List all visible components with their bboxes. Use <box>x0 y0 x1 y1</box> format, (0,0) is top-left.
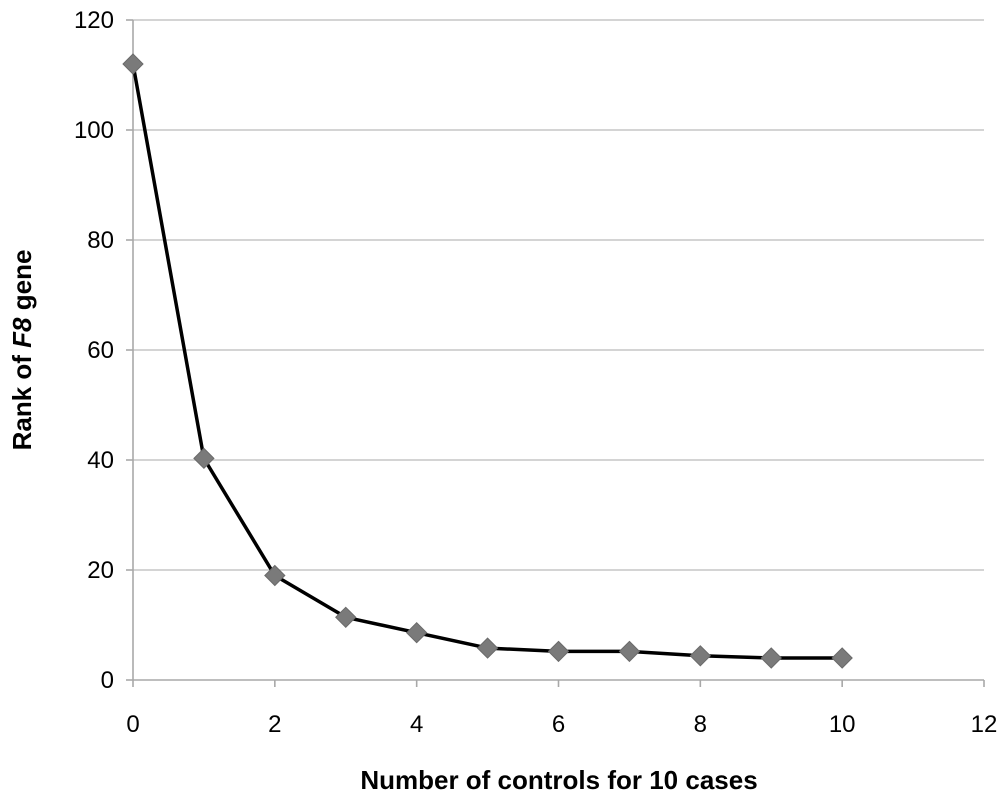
data-point-marker <box>122 53 144 75</box>
data-point-marker <box>264 564 286 587</box>
data-point-marker <box>547 640 570 663</box>
y-tick-label: 120 <box>74 7 114 34</box>
data-point-marker <box>831 647 853 669</box>
y-tick-labels: 0 20 40 60 80 100 120 <box>74 7 114 694</box>
x-tick-label: 6 <box>552 711 565 738</box>
y-tick-label: 80 <box>87 227 114 254</box>
y-tick-label: 60 <box>87 337 114 364</box>
x-tick-label: 4 <box>410 711 423 738</box>
x-tick-label: 0 <box>126 711 139 738</box>
gridlines <box>133 19 984 571</box>
series-line <box>131 63 843 660</box>
y-tick-label: 20 <box>87 557 114 584</box>
data-point-marker <box>618 640 641 663</box>
y-axis-label: Rank of F8 gene <box>7 250 37 451</box>
y-axis-label-italic: F8 <box>7 317 37 348</box>
y-axis-label-prefix: Rank of <box>7 348 37 451</box>
x-tick-label: 12 <box>971 711 998 738</box>
axes <box>126 19 985 687</box>
data-point-marker <box>476 637 499 659</box>
y-tick-label: 100 <box>74 117 114 144</box>
x-tick-label: 10 <box>829 711 856 738</box>
data-point-marker <box>335 606 357 629</box>
y-tick-label: 0 <box>101 667 114 694</box>
data-point-marker <box>193 447 215 470</box>
x-tick-labels: 0 2 4 6 8 10 12 <box>126 711 997 738</box>
x-axis-label: Number of controls for 10 cases <box>360 765 757 795</box>
x-tick-label: 8 <box>694 711 707 738</box>
x-tick-label: 2 <box>268 711 281 738</box>
data-point-marker <box>689 645 712 667</box>
data-point-marker <box>760 647 782 669</box>
y-axis-label-suffix: gene <box>7 250 37 318</box>
y-tick-label: 40 <box>87 447 114 474</box>
series <box>122 53 853 669</box>
data-point-marker <box>405 621 428 644</box>
